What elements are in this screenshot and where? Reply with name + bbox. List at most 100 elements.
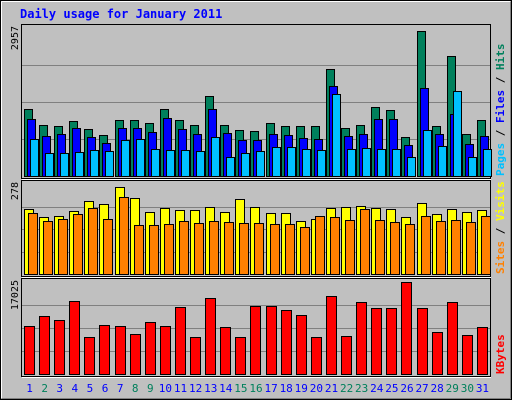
legend-visits: Visits xyxy=(494,181,507,221)
bar-kbytes-day-18 xyxy=(281,310,292,375)
bar-pages-day-7 xyxy=(121,140,130,177)
x-label-day-25: 25 xyxy=(385,382,398,395)
bar-kbytes-day-13 xyxy=(205,298,216,375)
bar-sites-day-10 xyxy=(164,224,174,275)
x-label-day-29: 29 xyxy=(446,382,459,395)
bar-sites-day-13 xyxy=(209,221,219,275)
bar-sites-day-28 xyxy=(436,221,446,275)
bar-sites-day-8 xyxy=(134,225,144,275)
bar-sites-day-16 xyxy=(254,223,264,275)
bar-sites-day-17 xyxy=(270,224,280,275)
bar-sites-day-2 xyxy=(43,221,53,275)
bar-sites-day-29 xyxy=(451,220,461,275)
x-label-day-4: 4 xyxy=(72,382,79,395)
bar-sites-day-30 xyxy=(466,222,476,275)
bar-kbytes-day-7 xyxy=(115,326,126,375)
legend-separator: / xyxy=(494,70,507,90)
bar-kbytes-day-24 xyxy=(371,308,382,375)
x-label-day-21: 21 xyxy=(325,382,338,395)
x-label-day-18: 18 xyxy=(280,382,293,395)
bar-kbytes-day-6 xyxy=(99,325,110,375)
panel-kbytes: 17025 KBytes xyxy=(10,278,507,378)
bar-sites-day-27 xyxy=(421,216,431,275)
bar-kbytes-day-29 xyxy=(447,302,458,375)
bar-kbytes-day-5 xyxy=(84,337,95,375)
x-label-day-17: 17 xyxy=(264,382,277,395)
y-max-label: 278 xyxy=(10,182,21,200)
bar-kbytes-day-15 xyxy=(235,337,246,375)
x-label-day-19: 19 xyxy=(295,382,308,395)
legend-text: Sites / Visits xyxy=(494,181,507,274)
bar-pages-day-17 xyxy=(272,147,281,177)
bar-pages-day-29 xyxy=(453,91,462,177)
x-label-day-11: 11 xyxy=(174,382,187,395)
bar-pages-day-22 xyxy=(347,149,356,177)
legend-separator: / xyxy=(494,221,507,241)
bar-pages-day-20 xyxy=(317,150,326,177)
x-label-day-6: 6 xyxy=(102,382,109,395)
bar-sites-day-15 xyxy=(239,223,249,275)
panel-frame xyxy=(21,24,491,179)
legend-sites: Sites xyxy=(494,241,507,274)
bar-pages-day-30 xyxy=(468,157,477,177)
bar-sites-day-20 xyxy=(315,216,325,275)
bar-sites-day-4 xyxy=(73,214,83,275)
y-max-label: 2957 xyxy=(10,26,21,50)
x-label-day-5: 5 xyxy=(87,382,94,395)
legend-kbytes: KBytes xyxy=(494,334,507,374)
legend-hits-files-pages: Pages / Files / Hits xyxy=(494,44,507,177)
bar-sites-day-19 xyxy=(300,227,310,275)
x-label-day-10: 10 xyxy=(159,382,172,395)
bar-kbytes-day-14 xyxy=(220,327,231,375)
x-label-day-26: 26 xyxy=(400,382,413,395)
bar-sites-day-21 xyxy=(330,217,340,275)
bar-kbytes-day-27 xyxy=(417,308,428,375)
x-label-day-13: 13 xyxy=(204,382,217,395)
legend-hits: Hits xyxy=(494,44,507,71)
x-label-day-31: 31 xyxy=(476,382,489,395)
bar-sites-day-25 xyxy=(390,222,400,275)
bar-pages-day-1 xyxy=(30,139,39,177)
panel-visits-sites: 278 Sites / Visits xyxy=(10,180,507,278)
bar-kbytes-day-30 xyxy=(462,335,473,375)
chart-title: Daily usage for January 2011 xyxy=(20,7,222,21)
bar-pages-day-31 xyxy=(483,149,492,177)
bar-pages-day-11 xyxy=(181,150,190,177)
panel-hits-files-pages: 2957 Pages / Files / Hits xyxy=(10,24,507,180)
x-label-day-28: 28 xyxy=(431,382,444,395)
bar-pages-day-10 xyxy=(166,150,175,177)
bar-pages-day-28 xyxy=(438,146,447,177)
x-label-day-1: 1 xyxy=(26,382,33,395)
x-label-day-27: 27 xyxy=(415,382,428,395)
bar-kbytes-day-23 xyxy=(356,302,367,375)
bar-pages-day-9 xyxy=(151,149,160,177)
bar-kbytes-day-21 xyxy=(326,296,337,375)
x-label-day-15: 15 xyxy=(234,382,247,395)
bar-kbytes-day-3 xyxy=(54,320,65,375)
bar-kbytes-day-1 xyxy=(24,326,35,375)
bar-pages-day-16 xyxy=(256,151,265,177)
bar-pages-day-8 xyxy=(136,139,145,177)
bar-kbytes-day-19 xyxy=(296,315,307,375)
bar-sites-day-31 xyxy=(481,216,491,275)
bar-sites-day-1 xyxy=(28,213,38,275)
bar-kbytes-day-31 xyxy=(477,327,488,375)
bar-pages-day-19 xyxy=(302,149,311,177)
bar-sites-day-24 xyxy=(375,220,385,275)
bar-pages-day-25 xyxy=(392,149,401,177)
bar-kbytes-day-16 xyxy=(250,306,261,375)
bar-pages-day-14 xyxy=(226,157,235,177)
bar-kbytes-day-20 xyxy=(311,337,322,375)
bar-kbytes-day-10 xyxy=(160,326,171,375)
bar-sites-day-18 xyxy=(285,224,295,275)
bar-pages-day-3 xyxy=(60,153,69,177)
bar-kbytes-day-26 xyxy=(401,282,412,375)
bar-pages-day-13 xyxy=(211,137,220,177)
x-axis-labels: 1 2 3 4 5 6 7 8 9 10 11 12 13 14 15 16 17 18 19 20 21 22 23 24 2… xyxy=(26,382,489,395)
x-label-day-22: 22 xyxy=(340,382,353,395)
legend-files: Files xyxy=(494,90,507,123)
bar-sites-day-26 xyxy=(405,224,415,275)
x-label-day-23: 23 xyxy=(355,382,368,395)
x-label-day-9: 9 xyxy=(147,382,154,395)
